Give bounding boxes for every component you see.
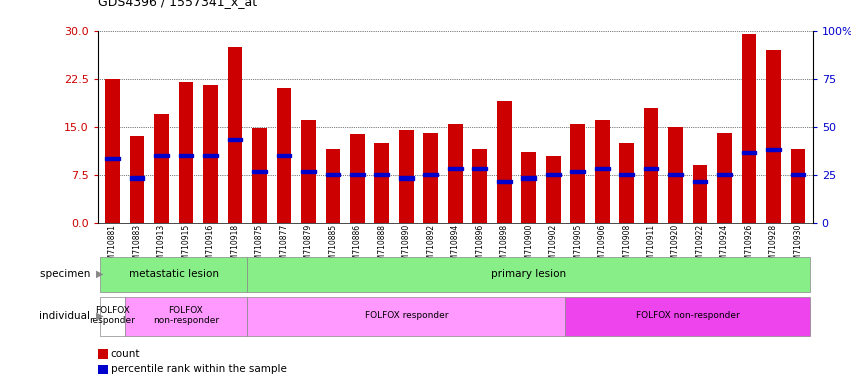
Bar	[522, 152, 536, 223]
Bar	[472, 167, 487, 170]
Bar	[497, 101, 511, 223]
Bar	[125, 297, 247, 336]
Bar	[277, 88, 291, 223]
Bar	[129, 136, 145, 223]
Bar	[154, 114, 168, 223]
Bar	[620, 143, 634, 223]
Text: ▶: ▶	[96, 311, 104, 321]
Bar	[179, 154, 193, 157]
Bar	[644, 167, 659, 170]
Bar	[595, 120, 609, 223]
Bar	[472, 149, 487, 223]
Bar	[717, 173, 732, 176]
Bar	[595, 167, 609, 170]
Bar	[545, 156, 561, 223]
Bar	[277, 154, 291, 157]
Bar	[301, 170, 316, 173]
Text: specimen: specimen	[40, 269, 94, 279]
Bar	[742, 151, 757, 154]
Bar	[247, 297, 565, 336]
Text: percentile rank within the sample: percentile rank within the sample	[111, 364, 287, 374]
Bar	[326, 149, 340, 223]
Bar	[374, 173, 389, 176]
Bar	[448, 124, 463, 223]
Bar	[424, 173, 438, 176]
Bar	[693, 165, 707, 223]
Text: FOLFOX non-responder: FOLFOX non-responder	[636, 311, 740, 320]
Bar	[791, 149, 805, 223]
Text: ▶: ▶	[96, 269, 104, 279]
Bar	[766, 147, 781, 151]
Bar	[570, 170, 585, 173]
Bar	[620, 173, 634, 176]
Bar	[247, 257, 810, 292]
Bar	[570, 124, 585, 223]
Bar	[522, 176, 536, 180]
Bar	[203, 85, 218, 223]
Bar	[545, 173, 561, 176]
Bar	[565, 297, 810, 336]
Bar	[100, 257, 247, 292]
Text: FOLFOX
non-responder: FOLFOX non-responder	[153, 306, 219, 325]
Bar	[301, 120, 316, 223]
Bar	[154, 154, 168, 157]
Bar	[668, 127, 683, 223]
Bar	[203, 154, 218, 157]
Bar	[448, 167, 463, 170]
Bar	[227, 138, 243, 141]
Bar	[668, 173, 683, 176]
Bar	[179, 82, 193, 223]
Bar	[350, 173, 365, 176]
Bar	[374, 143, 389, 223]
Text: FOLFOX
responder: FOLFOX responder	[89, 306, 135, 325]
Bar	[252, 128, 266, 223]
Text: count: count	[111, 349, 140, 359]
Bar	[129, 176, 145, 180]
Bar	[766, 50, 781, 223]
Bar	[106, 157, 120, 161]
Bar	[644, 108, 659, 223]
Bar	[252, 170, 266, 173]
Text: GDS4396 / 1557341_x_at: GDS4396 / 1557341_x_at	[98, 0, 257, 8]
Bar	[693, 180, 707, 183]
Bar	[424, 133, 438, 223]
Bar	[100, 297, 125, 336]
Text: metastatic lesion: metastatic lesion	[129, 269, 219, 279]
Bar	[717, 133, 732, 223]
Bar	[399, 130, 414, 223]
Bar	[497, 180, 511, 183]
Bar	[791, 173, 805, 176]
Text: FOLFOX responder: FOLFOX responder	[364, 311, 448, 320]
Bar	[399, 176, 414, 180]
Bar	[326, 173, 340, 176]
Bar	[350, 134, 365, 223]
Text: individual: individual	[39, 311, 94, 321]
Bar	[106, 79, 120, 223]
Bar	[227, 47, 243, 223]
Text: primary lesion: primary lesion	[491, 269, 566, 279]
Bar	[742, 34, 757, 223]
